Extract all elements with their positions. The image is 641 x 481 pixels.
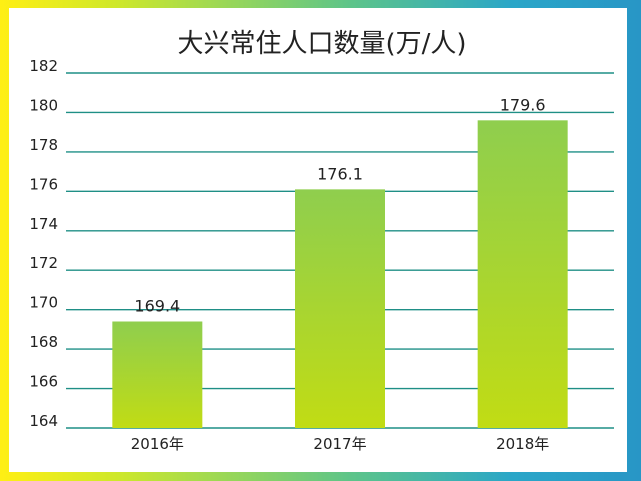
y-axis-tick-labels: 164 166 168 170 172 174 176 178 180 182 (29, 57, 58, 430)
y-tick-label: 168 (29, 333, 58, 351)
x-tick-label: 2016年 (131, 435, 184, 453)
data-label: 179.6 (500, 95, 546, 114)
y-tick-label: 180 (29, 96, 58, 114)
y-tick-label: 178 (29, 136, 58, 154)
data-label: 169.4 (134, 297, 180, 316)
bars (112, 120, 568, 428)
chart-title: 大兴常住人口数量(万/人) (177, 29, 466, 59)
y-tick-label: 170 (29, 294, 58, 312)
x-axis-tick-labels: 2016年 2017年 2018年 (131, 435, 550, 453)
y-tick-label: 172 (29, 254, 58, 272)
y-tick-label: 174 (29, 215, 58, 233)
bar-2018年 (477, 120, 568, 428)
x-tick-label: 2018年 (496, 435, 549, 453)
bar-2017年 (295, 189, 385, 428)
x-tick-label: 2017年 (313, 435, 366, 453)
y-tick-label: 164 (29, 412, 58, 430)
data-labels: 169.4 176.1 179.6 (134, 95, 545, 315)
y-tick-label: 176 (29, 175, 58, 193)
y-tick-label: 182 (29, 57, 58, 75)
bar-2016年 (112, 321, 203, 428)
data-label: 176.1 (317, 164, 363, 183)
y-tick-label: 166 (29, 373, 58, 391)
